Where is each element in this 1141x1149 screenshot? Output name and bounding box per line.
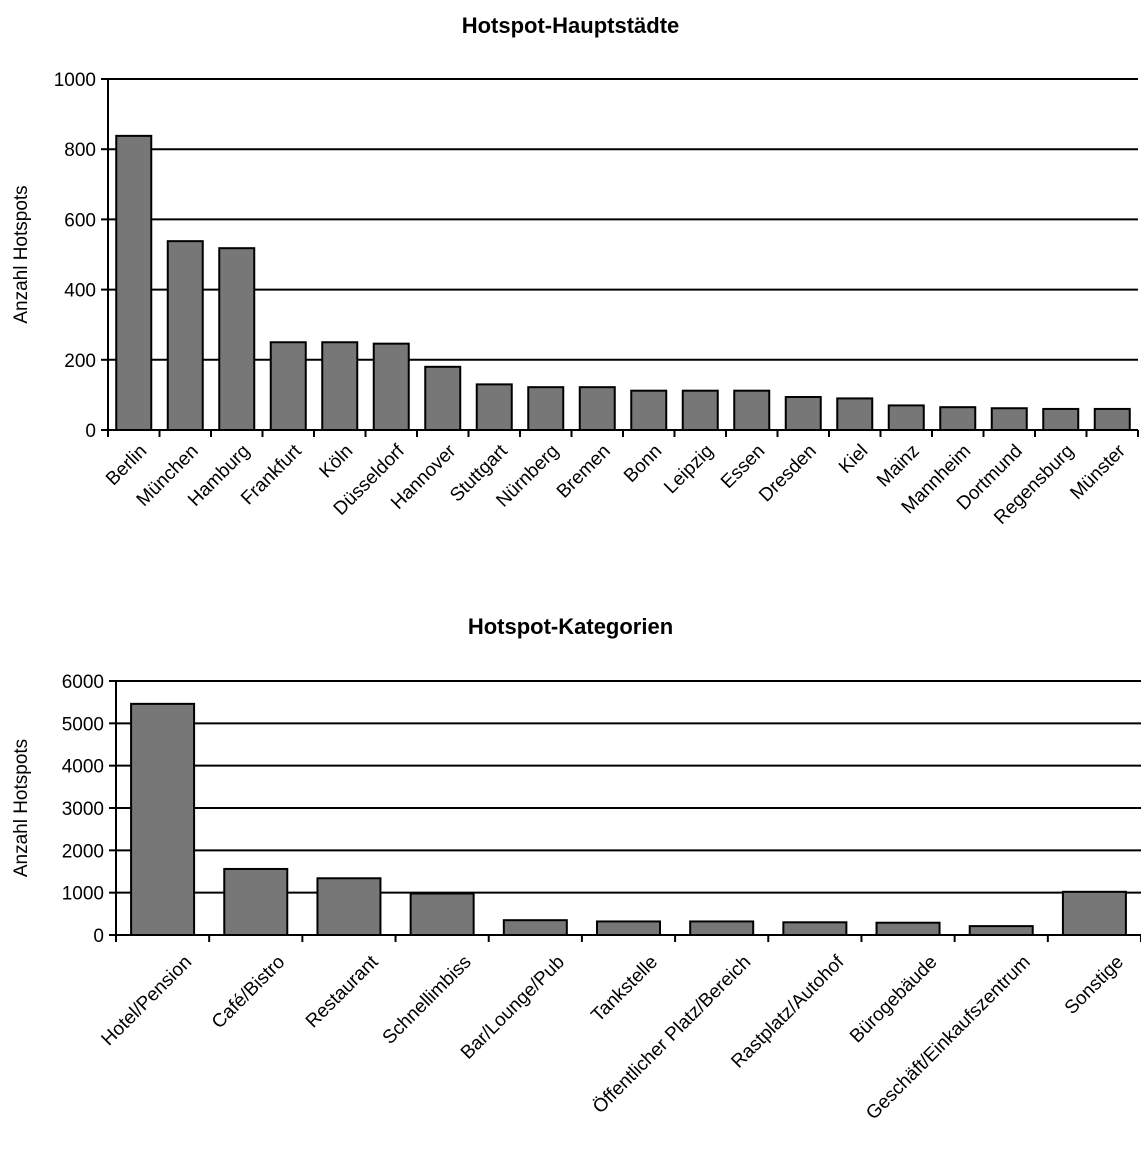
bar: [269, 341, 307, 431]
bar: [115, 134, 153, 431]
y-axis-label: Anzahl Hotspots: [11, 739, 32, 877]
chart-hauptstaedte: Hotspot-Hauptstädte 0 200 400 600 800 1000 Anz…: [11, 13, 1139, 529]
bar: [990, 407, 1028, 432]
x-tick-label: Öffentlicher Platz/Bereich: [589, 952, 755, 1118]
bar: [316, 877, 382, 937]
y-tick-label: 1000: [62, 884, 104, 905]
bar: [782, 921, 848, 936]
y-tick-label: 5000: [62, 714, 104, 735]
x-tick-label: Schnellimbiss: [379, 952, 476, 1049]
x-tick-label: Dresden: [755, 441, 821, 507]
bar: [475, 383, 513, 431]
y-tick-label: 4000: [62, 757, 104, 778]
y-tick-label: 0: [93, 926, 104, 947]
y-tick-label: 1000: [54, 70, 96, 91]
bar: [223, 867, 289, 936]
y-tick-label: 200: [64, 351, 96, 372]
y-tick-label: 0: [85, 421, 96, 442]
y-tick-label: 6000: [62, 672, 104, 693]
bar: [630, 389, 668, 431]
bar: [968, 925, 1034, 936]
bar: [321, 341, 359, 431]
x-tick-label: Köln: [316, 441, 358, 483]
bar: [1093, 407, 1131, 432]
x-tick-label: Restaurant: [302, 951, 383, 1032]
y-tick-label: 400: [64, 281, 96, 302]
y-tick-label: 2000: [62, 841, 104, 862]
x-tick-label: Geschäft/Einkaufszentrum: [862, 952, 1034, 1124]
bar: [733, 389, 771, 431]
bar: [372, 342, 410, 431]
chart-plot: 0 1000 2000 3000 4000 5000 6000 Anzahl Hotspots…: [11, 672, 1141, 1124]
bar: [681, 389, 719, 431]
bar: [424, 365, 462, 432]
y-tick-label: 600: [64, 210, 96, 231]
x-tick-label: Berlin: [102, 441, 151, 490]
bar: [409, 892, 475, 937]
x-tick-label: Bremen: [553, 441, 615, 503]
bar: [502, 919, 568, 936]
x-tick-label: Sonstige: [1061, 952, 1128, 1019]
y-tick-label: 800: [64, 140, 96, 161]
chart-title: Hotspot-Kategorien: [467, 614, 674, 639]
x-tick-label: Tankstelle: [587, 952, 662, 1027]
bar: [887, 404, 925, 431]
bar: [1042, 407, 1080, 432]
chart-title: Hotspot-Hauptstädte: [461, 13, 680, 38]
chart-plot: 0 200 400 600 800 1000 Anzahl Hotspots Berlin Mü…: [11, 70, 1139, 529]
x-tick-label: Bonn: [620, 441, 666, 487]
bar: [527, 386, 565, 432]
bar: [166, 240, 204, 431]
bar: [784, 396, 822, 432]
bar: [218, 247, 256, 431]
bar: [1061, 890, 1127, 937]
x-tick-label: Hotel/Pension: [98, 952, 196, 1050]
bar: [578, 386, 616, 432]
x-tick-label: Café/Bistro: [208, 952, 289, 1033]
bar: [130, 702, 196, 936]
x-tick-label: Leipzig: [660, 441, 717, 498]
chart-kategorien: Hotspot-Kategorien 0 1000 2000 3000 4000 5000…: [0, 590, 1141, 1149]
y-axis-label: Anzahl Hotspots: [11, 185, 32, 323]
x-tick-label: Bürogebäude: [846, 952, 942, 1048]
bar: [689, 920, 755, 937]
bar: [875, 921, 941, 936]
y-tick-label: 3000: [62, 799, 104, 820]
x-tick-label: Kiel: [835, 441, 872, 478]
bar: [836, 397, 874, 432]
bar: [939, 406, 977, 431]
bar: [596, 920, 661, 937]
x-tick-label: Münster: [1066, 440, 1130, 504]
